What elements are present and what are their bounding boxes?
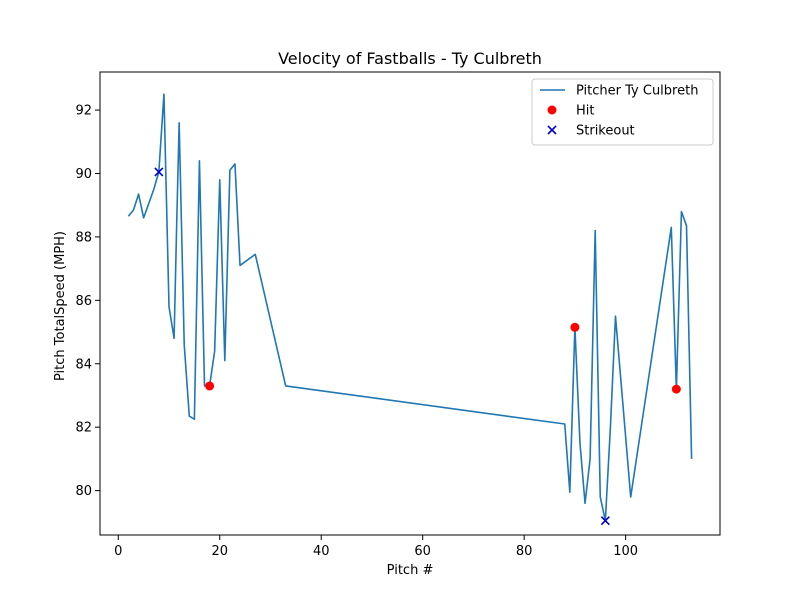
series-line-pitcher bbox=[127, 93, 693, 522]
strikeout-marker bbox=[154, 167, 164, 177]
y-tick-label: 88 bbox=[75, 230, 92, 245]
legend-hit-swatch bbox=[547, 105, 557, 115]
hit-marker bbox=[671, 384, 681, 394]
hit-marker bbox=[205, 381, 215, 391]
x-tick-label: 0 bbox=[114, 544, 122, 559]
x-tick-label: 60 bbox=[414, 544, 431, 559]
y-tick-label: 82 bbox=[75, 421, 92, 436]
x-tick-label: 40 bbox=[313, 544, 330, 559]
hit-marker bbox=[570, 322, 580, 332]
x-tick-label: 100 bbox=[613, 544, 638, 559]
legend-label: Strikeout bbox=[576, 124, 635, 139]
legend: Pitcher Ty Culbreth Hit Strikeout bbox=[531, 78, 714, 146]
x-tick-label: 20 bbox=[211, 544, 228, 559]
plot-area: 0 20 40 60 80 100 80 82 84 86 88 90 92 bbox=[75, 71, 721, 559]
legend-label: Pitcher Ty Culbreth bbox=[576, 84, 698, 99]
legend-strikeout-swatch bbox=[547, 125, 557, 135]
x-tick-label: 80 bbox=[516, 544, 533, 559]
y-tick-label: 84 bbox=[75, 357, 92, 372]
plot-frame bbox=[99, 71, 721, 536]
legend-label: Hit bbox=[576, 104, 594, 119]
y-axis-label: Pitch TotalSpeed (MPH) bbox=[53, 231, 68, 381]
x-axis-label: Pitch # bbox=[387, 563, 434, 578]
strikeout-marker bbox=[600, 516, 610, 526]
y-tick-label: 90 bbox=[75, 167, 92, 182]
y-tick-label: 92 bbox=[75, 104, 92, 119]
chart-title: Velocity of Fastballs - Ty Culbreth bbox=[278, 49, 542, 68]
y-tick-label: 86 bbox=[75, 294, 92, 309]
y-tick-label: 80 bbox=[75, 484, 92, 499]
legend-box bbox=[531, 78, 714, 146]
